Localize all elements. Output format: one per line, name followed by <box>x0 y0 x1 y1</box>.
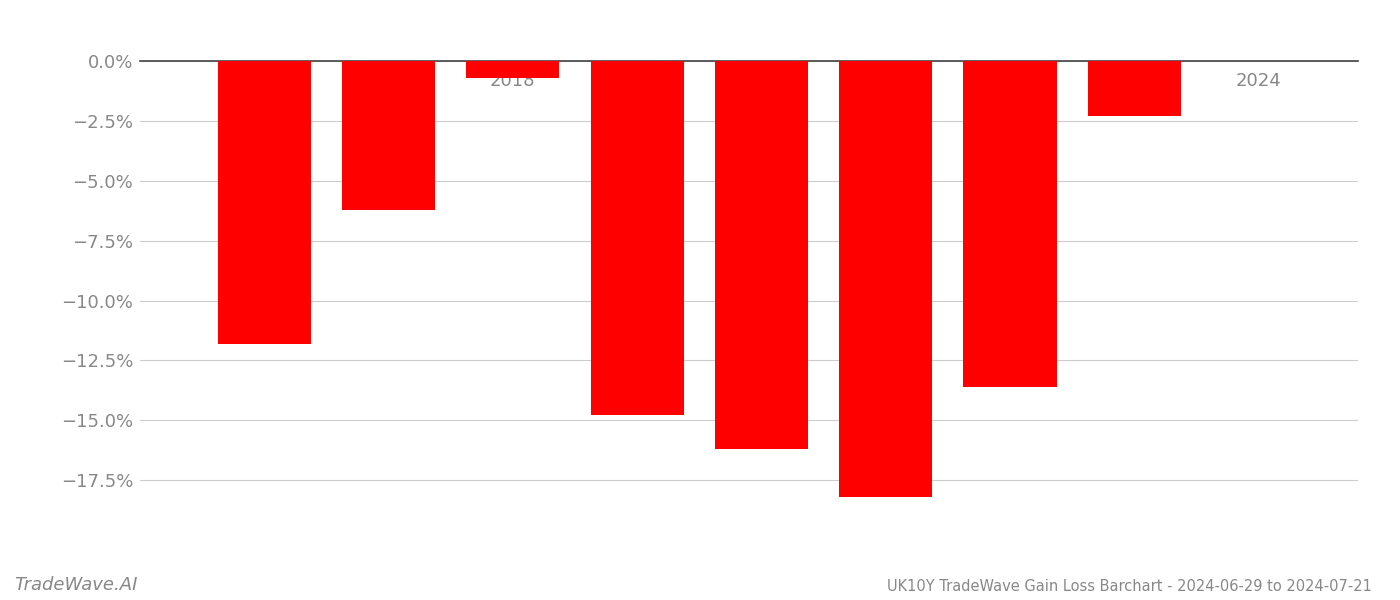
Bar <box>342 61 435 209</box>
Text: TradeWave.AI: TradeWave.AI <box>14 576 137 594</box>
Bar <box>839 61 932 497</box>
Bar <box>591 61 683 415</box>
Bar <box>217 61 311 344</box>
Bar <box>715 61 808 449</box>
Bar <box>963 61 1057 387</box>
Bar <box>466 61 560 78</box>
Bar <box>1088 61 1180 116</box>
Text: UK10Y TradeWave Gain Loss Barchart - 2024-06-29 to 2024-07-21: UK10Y TradeWave Gain Loss Barchart - 202… <box>888 579 1372 594</box>
